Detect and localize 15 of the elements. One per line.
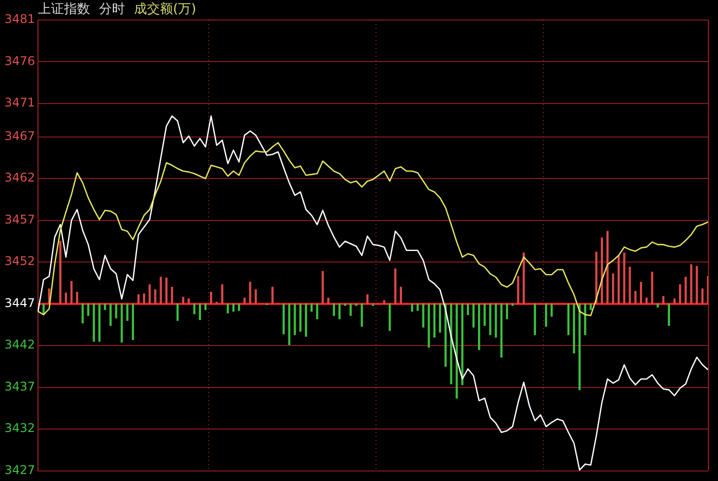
y-tick-label: 3457 (4, 212, 35, 226)
y-tick-label: 3481 (4, 12, 35, 26)
y-tick-label: 3447 (4, 296, 35, 310)
text: 成交额(万) (134, 2, 196, 17)
y-tick-label: 3452 (4, 254, 35, 268)
y-tick-label: 3427 (4, 462, 35, 477)
chart-subtitle: 分时 (99, 2, 125, 17)
y-tick-label: 3432 (4, 421, 35, 436)
y-tick-label: 3467 (4, 129, 35, 143)
y-tick-label: 3437 (4, 379, 35, 394)
y-tick-label: 3462 (4, 170, 35, 185)
y-tick-label: 3476 (4, 54, 35, 68)
chart-title: 上证指数 (38, 2, 90, 17)
y-tick-label: 3442 (4, 338, 35, 352)
y-tick-label: 3471 (4, 96, 35, 110)
